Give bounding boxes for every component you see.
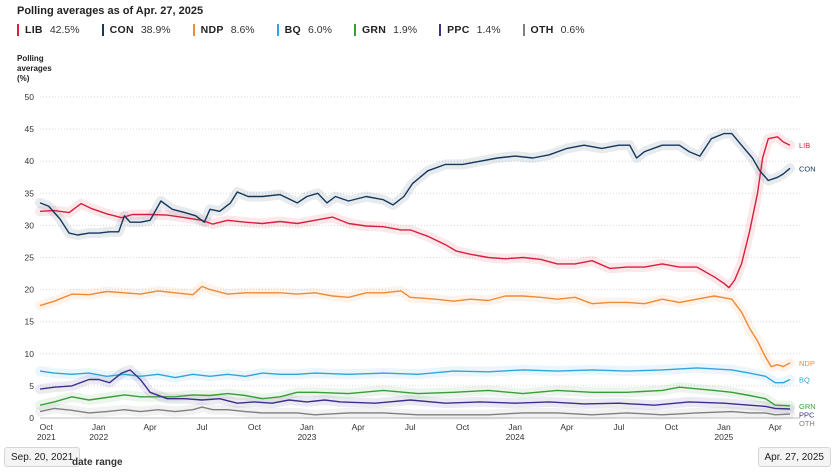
- date-range-label: date range: [72, 457, 123, 468]
- y-tick-label: 10: [25, 349, 35, 359]
- series-line-ndp[interactable]: [39, 285, 791, 368]
- legend-label: BQ: [284, 24, 301, 36]
- x-tick-label: Jul: [613, 422, 624, 432]
- legend-value: 8.6%: [230, 24, 255, 36]
- series-end-label-oth: OTH: [799, 419, 815, 428]
- legend-label: GRN: [361, 24, 387, 36]
- x-tick-label: Jan: [508, 422, 522, 432]
- legend-item-ppc[interactable]: PPC 1.4%: [439, 24, 501, 36]
- y-tick-label: 25: [25, 253, 35, 263]
- y-tick-label: 5: [29, 381, 34, 391]
- legend-label: PPC: [447, 24, 470, 36]
- x-tick-label: Jan: [300, 422, 314, 432]
- x-tick-label: Oct: [248, 422, 262, 432]
- x-tick-year-label: 2021: [37, 432, 56, 442]
- series-end-label-ndp: NDP: [799, 359, 815, 368]
- y-tick-label: 20: [25, 285, 35, 295]
- legend-item-con[interactable]: CON 38.9%: [101, 24, 171, 36]
- y-tick-label: 15: [25, 317, 35, 327]
- legend-swatch: [192, 24, 195, 36]
- x-tick-label: Apr: [352, 422, 365, 432]
- y-axis-label: Polling averages (%): [17, 54, 52, 84]
- legend-value: 0.6%: [560, 24, 585, 36]
- legend-item-oth[interactable]: OTH 0.6%: [522, 24, 585, 36]
- series-line-oth[interactable]: [39, 406, 791, 416]
- series-line-con[interactable]: [39, 132, 791, 236]
- chart-title: Polling averages as of Apr. 27, 2025: [17, 5, 204, 17]
- legend-swatch: [276, 24, 279, 36]
- legend-value: 1.4%: [476, 24, 501, 36]
- x-tick-label: Oct: [40, 422, 54, 432]
- y-tick-label: 30: [25, 220, 35, 230]
- legend-label: NDP: [200, 24, 224, 36]
- y-axis-label-line: averages: [17, 64, 52, 73]
- series-end-label-bq: BQ: [799, 375, 810, 384]
- range-start-button[interactable]: Sep. 20, 2021: [4, 447, 81, 467]
- legend-item-bq[interactable]: BQ 6.0%: [276, 24, 332, 36]
- legend-label: LIB: [25, 24, 43, 36]
- x-tick-label: Apr: [769, 422, 782, 432]
- series-band-con: [35, 128, 795, 240]
- series-end-label-con: CON: [799, 164, 816, 173]
- legend-label: CON: [109, 24, 134, 36]
- x-tick-year-label: 2023: [297, 432, 316, 442]
- legend-value: 6.0%: [308, 24, 332, 36]
- x-tick-label: Apr: [560, 422, 573, 432]
- y-tick-label: 40: [25, 156, 35, 166]
- series-line-grn[interactable]: [39, 386, 791, 407]
- x-tick-year-label: 2025: [714, 432, 733, 442]
- legend-swatch: [17, 24, 19, 36]
- legend-item-ndp[interactable]: NDP 8.6%: [192, 24, 255, 36]
- series-end-label-ppc: PPC: [799, 410, 815, 419]
- y-tick-label: 50: [25, 92, 35, 102]
- series-end-label-grn: GRN: [799, 402, 816, 411]
- legend-item-grn[interactable]: GRN 1.9%: [353, 24, 418, 36]
- legend-label: OTH: [530, 24, 554, 36]
- series-end-label-lib: LIB: [799, 141, 810, 150]
- y-tick-label: 0: [29, 413, 34, 423]
- legend-item-lib[interactable]: LIB 42.5%: [17, 24, 80, 36]
- legend: LIB 42.5% CON 38.9% NDP 8.6% BQ 6.0% GRN 1.9% PPC 1…: [17, 24, 607, 36]
- y-tick-label: 45: [25, 124, 35, 134]
- legend-swatch: [522, 24, 525, 36]
- range-end-button[interactable]: Apr. 27, 2025: [757, 447, 831, 467]
- y-tick-label: 35: [25, 188, 35, 198]
- x-tick-label: Jan: [92, 422, 106, 432]
- x-tick-year-label: 2024: [506, 432, 525, 442]
- x-tick-label: Oct: [665, 422, 679, 432]
- x-tick-label: Apr: [143, 422, 156, 432]
- series-line-bq[interactable]: [39, 367, 791, 384]
- y-axis-label-line: (%): [17, 74, 30, 83]
- x-tick-label: Jul: [405, 422, 416, 432]
- series-band-ndp: [35, 281, 795, 372]
- x-tick-label: Oct: [456, 422, 470, 432]
- legend-swatch: [439, 24, 442, 36]
- x-tick-year-label: 2022: [89, 432, 108, 442]
- x-tick-label: Jan: [717, 422, 731, 432]
- legend-swatch: [101, 24, 104, 36]
- legend-swatch: [353, 24, 356, 36]
- x-tick-label: Jul: [197, 422, 208, 432]
- y-axis-label-line: Polling: [17, 54, 44, 63]
- series-line-lib[interactable]: [39, 136, 791, 289]
- legend-value: 1.9%: [393, 24, 418, 36]
- legend-value: 38.9%: [140, 24, 171, 36]
- series-line-ppc[interactable]: [39, 369, 791, 410]
- legend-value: 42.5%: [49, 24, 80, 36]
